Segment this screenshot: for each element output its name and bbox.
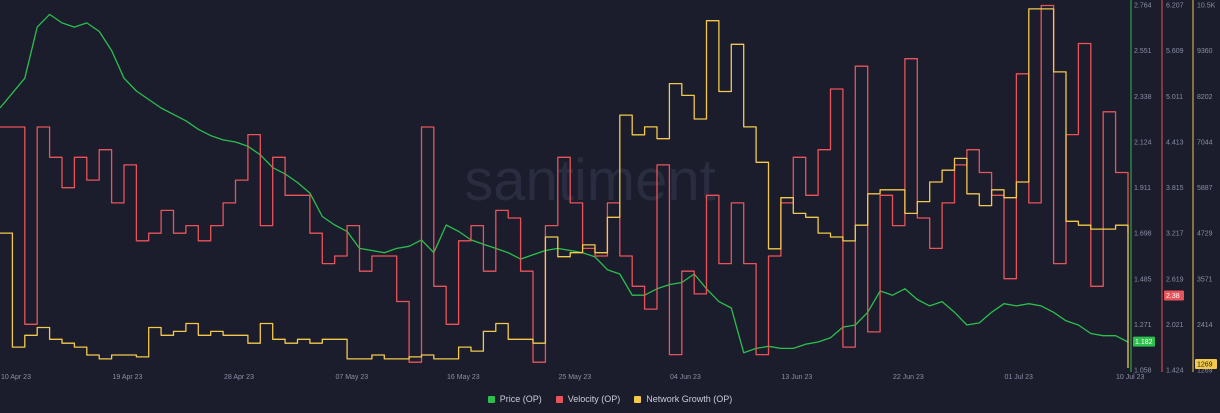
current-badge-velocity bbox=[1164, 290, 1184, 301]
y-tick-network-growth-7: 2414 bbox=[1197, 322, 1213, 329]
y-tick-price-5: 1.698 bbox=[1134, 231, 1152, 238]
y-tick-network-growth-1: 9360 bbox=[1197, 48, 1213, 55]
y-tick-velocity-4: 3.815 bbox=[1166, 185, 1184, 192]
series-line-velocity bbox=[0, 4, 1129, 363]
y-tick-price-1: 2.551 bbox=[1134, 48, 1152, 55]
y-tick-network-growth-8: 1269 bbox=[1197, 368, 1213, 375]
chart-svg: santiment 2.764 2.551 2.338 2.124 1.911 1.698 1… bbox=[0, 0, 1217, 381]
y-tick-network-growth-0: 10.5K bbox=[1197, 3, 1216, 10]
series-line-network-growth bbox=[0, 8, 1129, 368]
x-tick-6: 04 Jun 23 bbox=[670, 374, 701, 381]
watermark-text: santiment bbox=[464, 148, 715, 213]
legend-swatch-price bbox=[487, 395, 495, 403]
series-line-price bbox=[0, 13, 1129, 354]
x-tick-2: 28 Apr 23 bbox=[224, 374, 254, 381]
y-tick-velocity-6: 2.619 bbox=[1166, 276, 1184, 283]
y-tick-price-3: 2.124 bbox=[1134, 139, 1152, 146]
legend-label-velocity: Velocity (OP) bbox=[567, 394, 621, 404]
current-badge-text-price: 1.182 bbox=[1135, 339, 1153, 346]
legend-label-network-growth: Network Growth (OP) bbox=[646, 394, 733, 404]
x-tick-5: 25 May 23 bbox=[559, 374, 592, 381]
x-tick-0: 10 Apr 23 bbox=[1, 374, 31, 381]
x-tick-3: 07 May 23 bbox=[336, 374, 369, 381]
y-tick-velocity-0: 6.207 bbox=[1166, 3, 1184, 10]
y-tick-price-2: 2.338 bbox=[1134, 94, 1152, 101]
y-tick-velocity-8: 1.424 bbox=[1166, 368, 1184, 375]
y-tick-price-7: 1.271 bbox=[1134, 322, 1152, 329]
legend-label-price: Price (OP) bbox=[499, 394, 542, 404]
current-badge-text-velocity: 2.38 bbox=[1166, 293, 1180, 300]
y-tick-network-growth-2: 8202 bbox=[1197, 94, 1213, 101]
y-tick-price-8: 1.058 bbox=[1134, 368, 1152, 375]
current-badge-network-growth bbox=[1195, 359, 1217, 369]
current-badge-text-network-growth: 1269 bbox=[1197, 362, 1213, 369]
y-tick-velocity-3: 4.413 bbox=[1166, 139, 1184, 146]
x-tick-8: 22 Jun 23 bbox=[893, 374, 924, 381]
y-tick-price-0: 2.764 bbox=[1134, 3, 1152, 10]
legend-item-network-growth[interactable]: Network Growth (OP) bbox=[634, 394, 732, 404]
x-tick-7: 13 Jun 23 bbox=[782, 374, 813, 381]
y-tick-velocity-1: 5.609 bbox=[1166, 48, 1184, 55]
y-tick-velocity-7: 2.021 bbox=[1166, 322, 1184, 329]
legend: Price (OP) Velocity (OP) Network Growth … bbox=[0, 391, 1220, 407]
legend-swatch-velocity bbox=[555, 395, 563, 403]
y-tick-price-4: 1.911 bbox=[1134, 185, 1151, 192]
y-tick-velocity-5: 3.217 bbox=[1166, 231, 1184, 238]
y-tick-network-growth-3: 7044 bbox=[1197, 139, 1213, 146]
y-tick-velocity-2: 5.011 bbox=[1166, 94, 1183, 101]
y-tick-network-growth-5: 4729 bbox=[1197, 231, 1213, 238]
x-tick-4: 16 May 23 bbox=[447, 374, 480, 381]
x-tick-9: 01 Jul 23 bbox=[1005, 374, 1034, 381]
legend-item-price[interactable]: Price (OP) bbox=[487, 394, 542, 404]
y-tick-network-growth-6: 3571 bbox=[1197, 276, 1213, 283]
x-tick-1: 19 Apr 23 bbox=[113, 374, 143, 381]
current-badge-price bbox=[1133, 336, 1155, 347]
y-tick-price-6: 1.485 bbox=[1134, 276, 1152, 283]
x-tick-10: 10 Jul 23 bbox=[1116, 374, 1145, 381]
legend-item-velocity[interactable]: Velocity (OP) bbox=[555, 394, 621, 404]
legend-swatch-network-growth bbox=[634, 395, 642, 403]
y-tick-network-growth-4: 5887 bbox=[1197, 185, 1213, 192]
